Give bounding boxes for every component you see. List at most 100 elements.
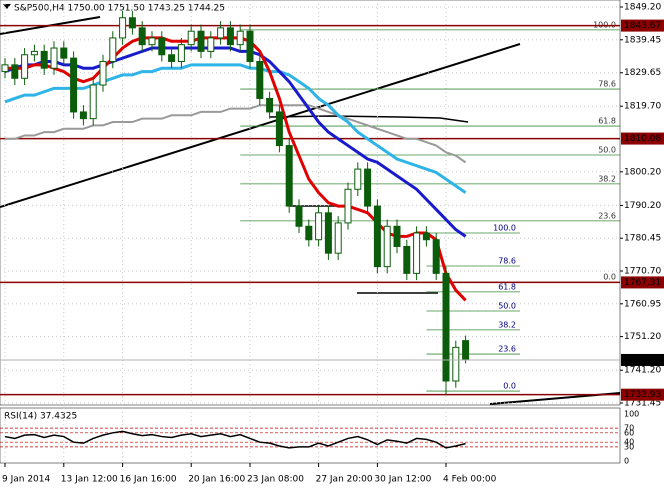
candle-body [168,54,176,62]
candle-body [21,54,29,79]
y-tick-label: 1751.20 [624,332,661,342]
candle-body [442,272,450,382]
candle-body [138,27,146,46]
x-tick-label: 4 Feb 00:00 [443,475,497,485]
candle-body [70,57,78,113]
y-tick-label: 1780.45 [624,234,661,244]
y-tick-label: 1760.95 [624,299,661,309]
candle-body [148,37,156,46]
candle-body [373,205,381,268]
rsi-tick-label: 100 [624,410,639,419]
candle-body [324,212,332,254]
candle-body [79,111,87,120]
candle-body [383,225,391,268]
moving-average [4,63,467,194]
x-tick-label: 20 Jan 16:00 [188,475,245,485]
fib-label: 23.6 [498,345,516,354]
moving-average [5,104,467,164]
moving-average [4,46,467,238]
candle-body [315,212,323,241]
rsi-tick-label: 40 [624,438,634,447]
y-tick-label: 1829.65 [624,68,661,78]
x-tick-label: 16 Jan 16:00 [120,475,177,485]
candle-body [197,30,205,52]
x-tick-label: 9 Jan 2014 [2,475,50,485]
candle-body [413,232,421,274]
candle-body [462,340,470,361]
candle-body [393,225,401,247]
candle-body [403,245,411,274]
candle-body [40,50,48,69]
candle-body [266,97,274,113]
candle-body [432,239,440,274]
main-pane [0,0,621,406]
fib-label: 38.2 [598,174,616,183]
rsi-tick-label: 70 [624,424,634,433]
y-tick-label: 1731.45 [624,399,661,409]
rsi-pane [0,407,621,464]
candle-body [187,30,195,46]
candle-body [217,27,225,39]
y-tick-label: 1800.20 [624,167,661,177]
candle-body [128,17,136,29]
candle-body [60,47,68,59]
candle-body [50,47,58,69]
candle-body [11,64,19,79]
fib-label: 23.6 [598,211,616,220]
y-tick-label: 1770.70 [624,267,661,277]
fib-label: 61.8 [498,282,516,291]
trendline [269,115,469,123]
fib-label: 38.2 [498,320,516,329]
rsi-tick-label: 30 [624,442,634,451]
candle-body [30,50,38,56]
rsi-tick-label: 60 [624,428,634,437]
current-price-box [621,353,664,366]
fib-label: 0.0 [603,273,616,282]
candle-body [226,27,234,46]
fib-label: 78.6 [598,80,616,89]
price-level-box [621,276,664,289]
price-level-label: 1733.93 [624,390,661,400]
candle-body [275,111,283,147]
price-level-box [621,132,664,145]
price-level-label: 1810.08 [624,134,661,144]
candle-body [246,30,254,62]
price-level-label: 1843.67 [624,21,661,31]
fib-label: 0.0 [503,382,516,391]
price-level-label: 1767.31 [624,278,661,288]
chart-title: S&P500,H4 1750.00 1751.50 1743.25 1744.2… [14,4,225,14]
x-tick-label: 13 Jan 12:00 [61,475,118,485]
candle-body [109,37,117,62]
candle-body [422,232,430,241]
y-tick-label: 1839.45 [624,35,661,45]
menu-arrow[interactable] [3,4,11,9]
candle-body [305,225,313,241]
candle-body [99,60,107,86]
candle-body [119,17,127,39]
fib-label: 50.0 [598,145,616,154]
rsi-line [4,430,466,449]
trendlines [0,16,621,405]
y-tick-label: 1819.70 [624,102,661,112]
fib-label: 50.0 [498,302,516,311]
candle-body [285,145,293,207]
fib-label: 61.8 [598,117,616,126]
x-tick-label: 30 Jan 12:00 [374,475,431,485]
y-tick-label: 1849.20 [624,2,661,12]
candle-body [344,188,352,224]
candle-body [177,44,185,62]
rsi-title: RSI(14) 37.4325 [4,412,77,422]
current-price-label: 1744.25 [624,355,661,365]
candle-body [452,346,460,382]
rsi-tick-label: 0 [624,457,629,466]
x-tick-label: 23 Jan 08:00 [247,475,304,485]
fib-label: 100.0 [493,224,516,233]
price-level-box [621,19,664,32]
candle-body [207,37,215,52]
y-tick-label: 1741.20 [624,366,661,376]
candle-body [295,205,303,227]
trendline [0,43,521,208]
candle-body [334,222,342,254]
candle-body [236,30,244,46]
